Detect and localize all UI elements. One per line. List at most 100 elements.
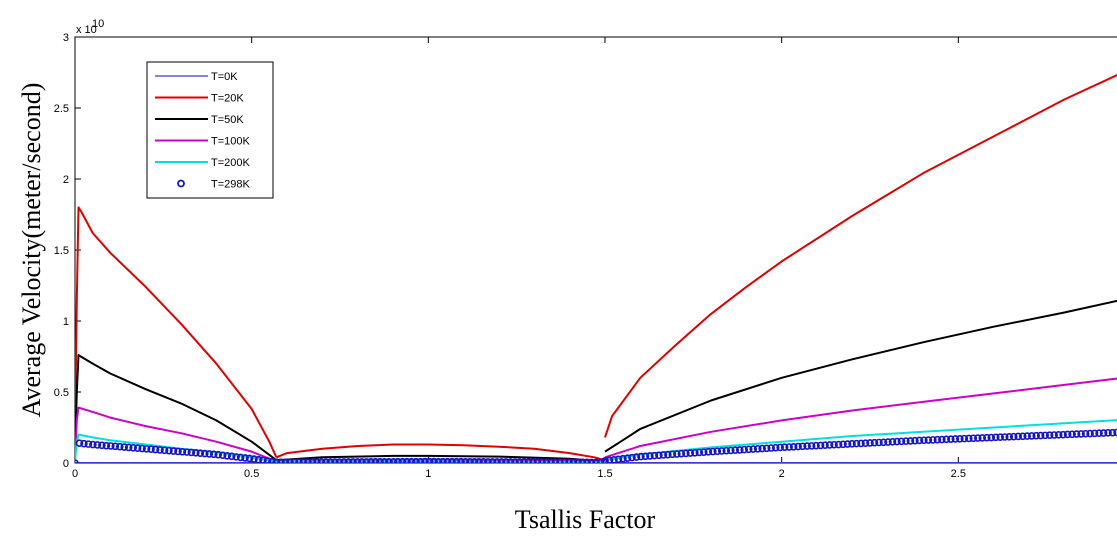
data-marker <box>695 448 704 457</box>
data-marker <box>313 458 321 463</box>
data-marker <box>704 448 713 456</box>
data-marker <box>816 441 825 450</box>
data-marker <box>223 451 231 460</box>
data-marker <box>821 441 829 449</box>
data-marker <box>326 458 335 463</box>
data-marker <box>331 458 339 463</box>
series-line <box>75 406 277 463</box>
data-marker <box>623 454 632 462</box>
data-marker <box>466 457 474 463</box>
data-marker <box>987 433 996 442</box>
data-marker <box>533 458 542 463</box>
data-marker <box>389 457 398 463</box>
data-marker <box>353 458 362 463</box>
y-tick-label: 0.5 <box>54 387 69 399</box>
data-marker <box>973 434 982 442</box>
data-marker <box>996 433 1005 441</box>
data-marker <box>493 458 501 463</box>
legend-label-t-0k: T=0K <box>211 71 238 83</box>
data-marker <box>1000 433 1009 441</box>
data-marker <box>655 451 663 460</box>
data-marker <box>277 458 285 463</box>
data-marker <box>529 458 537 463</box>
data-marker <box>538 458 546 463</box>
legend-label-t-200k: T=200K <box>211 157 250 169</box>
data-marker <box>1072 430 1081 438</box>
data-marker <box>147 445 155 454</box>
data-marker <box>897 437 906 446</box>
data-marker <box>1018 432 1027 441</box>
legend: T=0K T=20K T=50K T=100K T=200K T=298K <box>146 61 274 199</box>
data-marker <box>1032 431 1040 440</box>
data-marker <box>151 445 160 454</box>
data-marker <box>700 448 708 456</box>
data-marker <box>259 456 267 463</box>
data-marker <box>929 436 937 444</box>
data-marker <box>605 456 614 463</box>
data-marker <box>1050 431 1058 439</box>
data-marker <box>1027 432 1036 440</box>
y-exponent-power: 10 <box>92 18 104 30</box>
data-marker <box>1077 430 1085 438</box>
y-tick-label: 2.5 <box>54 103 69 115</box>
data-marker <box>448 457 456 463</box>
data-marker <box>165 446 173 455</box>
data-marker <box>542 458 551 463</box>
data-marker <box>1005 433 1014 441</box>
data-marker <box>924 436 933 444</box>
data-marker <box>272 458 281 463</box>
data-marker <box>677 449 686 458</box>
data-marker <box>520 458 528 463</box>
data-marker <box>601 457 609 463</box>
data-marker <box>1099 429 1108 437</box>
data-marker <box>951 435 960 443</box>
data-marker <box>776 443 784 452</box>
data-marker <box>102 441 111 450</box>
data-marker <box>457 457 465 463</box>
data-marker <box>524 458 533 463</box>
data-marker <box>857 439 865 448</box>
data-marker <box>111 442 120 451</box>
data-marker <box>758 444 767 453</box>
data-marker <box>614 455 623 463</box>
data-marker <box>866 439 874 447</box>
data-marker <box>641 452 650 461</box>
data-marker <box>80 439 88 448</box>
data-marker <box>335 458 344 463</box>
data-marker <box>497 458 506 463</box>
data-marker <box>452 457 461 463</box>
data-marker <box>659 451 668 459</box>
data-marker <box>551 458 560 463</box>
data-marker <box>407 457 416 463</box>
y-tick-label: 1.5 <box>54 245 69 257</box>
data-marker <box>780 443 789 452</box>
data-marker <box>115 442 124 451</box>
data-marker <box>470 458 479 463</box>
data-marker <box>394 457 402 463</box>
data-marker <box>960 434 969 443</box>
data-marker <box>89 440 97 449</box>
data-marker <box>169 447 178 455</box>
data-marker <box>938 435 946 444</box>
data-marker <box>286 458 294 463</box>
data-marker <box>807 442 816 450</box>
data-marker <box>767 444 775 452</box>
data-marker <box>650 451 659 460</box>
data-marker <box>933 435 942 444</box>
legend-label-t-50k: T=50K <box>211 114 244 126</box>
x-tick-label: 2.5 <box>951 468 966 480</box>
data-marker <box>942 435 951 444</box>
data-marker <box>84 440 93 448</box>
data-marker <box>1113 428 1117 437</box>
data-marker <box>902 437 910 445</box>
series-line <box>75 206 278 458</box>
data-marker <box>245 454 254 463</box>
data-marker <box>947 435 955 443</box>
data-marker <box>376 458 384 463</box>
data-marker <box>560 458 569 463</box>
y-exponent-base: x 10 <box>76 24 97 36</box>
data-marker <box>668 450 677 459</box>
data-marker <box>762 444 771 453</box>
data-marker <box>187 448 196 457</box>
